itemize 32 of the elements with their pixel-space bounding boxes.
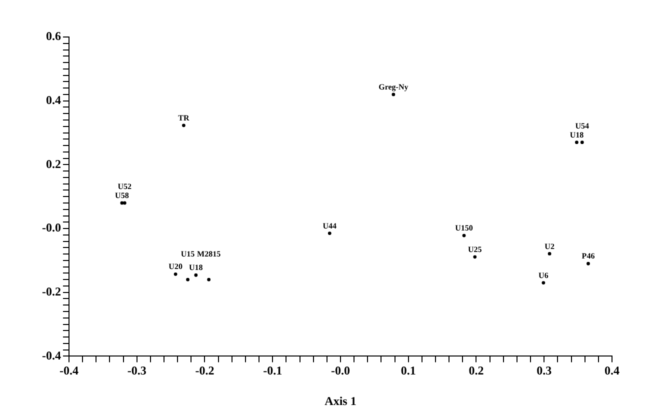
y-tick-label: -0.2 [42, 284, 61, 298]
x-axis-title: Axis 1 [324, 394, 356, 408]
data-label: U25 [468, 244, 482, 254]
data-label: U15 [180, 250, 195, 259]
data-label: P46 [582, 252, 595, 261]
y-tick-label: 0.4 [46, 92, 61, 107]
data-label: U6 [538, 270, 548, 280]
data-label: U18 [570, 130, 584, 140]
data-label: U18 [189, 263, 203, 272]
data-label: M2815 [197, 250, 221, 259]
x-tick-label: -0.3 [127, 363, 146, 378]
data-label: U2 [544, 242, 554, 251]
data-label: U44 [322, 221, 337, 230]
x-tick-label: -0.0 [331, 363, 350, 378]
x-tick-label: -0.2 [195, 363, 214, 378]
x-tick-label: 0.1 [400, 363, 416, 378]
data-label: U20 [168, 262, 182, 272]
data-label: U52 [118, 182, 132, 192]
x-tick-label: -0.1 [263, 363, 282, 378]
data-label: Greg-Ny [378, 82, 408, 92]
x-tick-label: 0.3 [536, 363, 552, 378]
y-tick-label: 0.2 [46, 156, 61, 171]
y-tick-label: -0.0 [42, 220, 61, 235]
x-tick-label: 0.4 [604, 363, 620, 378]
data-label: U54 [575, 121, 590, 130]
data-label: U150 [455, 224, 473, 233]
data-label: TR [178, 113, 190, 122]
y-tick-label: 0.6 [46, 29, 61, 44]
x-tick-label: 0.2 [468, 363, 484, 378]
x-tick-label: -0.4 [59, 363, 78, 378]
y-tick-label: -0.4 [42, 348, 61, 362]
data-label: U58 [115, 191, 129, 200]
